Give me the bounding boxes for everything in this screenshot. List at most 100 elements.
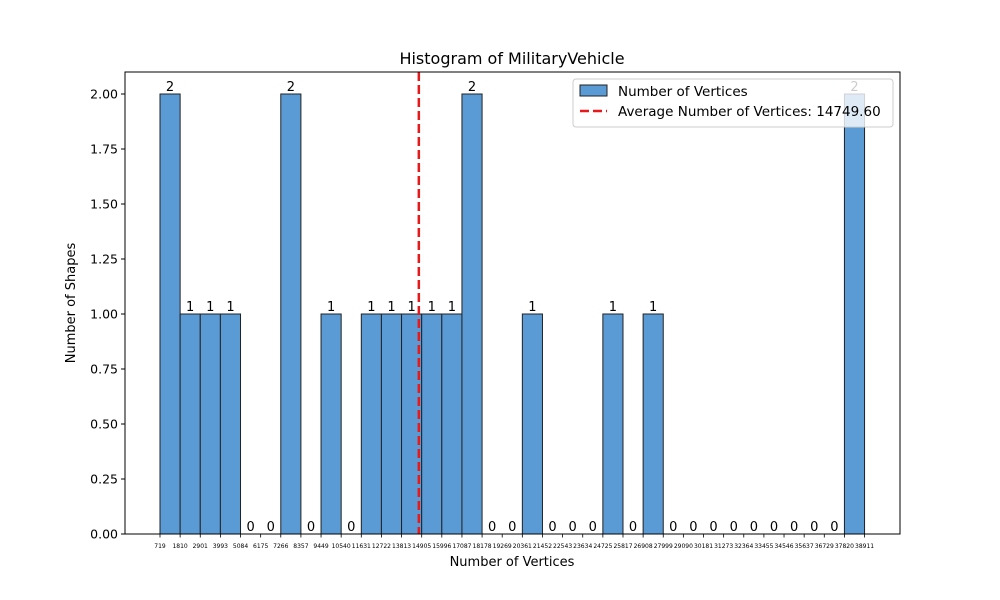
x-tick-label: 24725 — [593, 543, 612, 550]
y-tick-label: 0.00 — [90, 527, 118, 542]
histogram-bar — [421, 313, 443, 535]
bar-count-label: 0 — [246, 520, 254, 535]
histogram-bar — [360, 313, 382, 535]
y-tick-label: 0.25 — [90, 472, 118, 487]
x-tick-label: 7266 — [273, 543, 288, 550]
x-tick-label: 29090 — [674, 543, 693, 550]
histogram-bar — [602, 313, 624, 535]
y-tick-label: 1.00 — [90, 307, 118, 322]
x-axis: 719 1810 2901 3993 5084 6175 7266 8357 9449 10540… — [154, 534, 874, 550]
bar-count-label: 1 — [387, 300, 395, 315]
x-tick-label: 35637 — [795, 543, 814, 550]
y-axis-label: Number of Shapes — [64, 243, 79, 364]
bar-count-label: 0 — [629, 520, 637, 535]
bar-count-label: 0 — [770, 520, 778, 535]
bar-count-label: 1 — [407, 300, 415, 315]
x-tick-label: 36729 — [815, 543, 834, 550]
histogram-bar — [159, 93, 181, 535]
y-tick-label: 1.50 — [90, 197, 118, 212]
x-tick-label: 15996 — [432, 543, 451, 550]
histogram-bar — [320, 313, 342, 535]
x-tick-label: 30181 — [694, 543, 713, 550]
bar-count-label: 2 — [287, 80, 295, 95]
x-tick-label: 18178 — [473, 543, 492, 550]
x-tick-label: 38911 — [855, 543, 874, 550]
legend-bars-label: Number of Vertices — [618, 84, 748, 100]
chart-title: Histogram of MilitaryVehicle — [399, 49, 624, 68]
x-tick-label: 13813 — [392, 543, 411, 550]
x-tick-label: 3993 — [213, 543, 228, 550]
histogram-bar — [843, 93, 866, 535]
plot-frame — [124, 71, 901, 535]
histogram-bar — [380, 313, 403, 535]
bars-group — [159, 93, 866, 535]
bar-count-label: 0 — [307, 520, 315, 535]
x-tick-label: 26908 — [634, 543, 653, 550]
histogram-bar — [219, 313, 242, 535]
y-tick-label: 1.75 — [90, 142, 118, 157]
histogram-bar — [461, 93, 483, 535]
histogram-bar — [521, 313, 543, 535]
x-tick-label: 9449 — [313, 543, 328, 550]
x-tick-label: 14905 — [412, 543, 431, 550]
x-tick-label: 11631 — [352, 543, 371, 550]
bar-count-label: 1 — [327, 300, 335, 315]
x-tick-label: 5084 — [233, 543, 248, 550]
x-axis-label: Number of Vertices — [450, 555, 575, 570]
bar-count-label: 0 — [810, 520, 818, 535]
y-tick-label: 0.50 — [90, 417, 118, 432]
x-tick-label: 31273 — [714, 543, 733, 550]
bar-count-label: 1 — [206, 300, 214, 315]
bar-count-label: 1 — [528, 300, 536, 315]
legend-average-label: Average Number of Vertices: 14749.60 — [618, 104, 881, 120]
bar-count-label: 1 — [428, 300, 436, 315]
bar-count-label: 0 — [830, 520, 838, 535]
y-tick-label: 2.00 — [90, 87, 118, 102]
x-tick-label: 2901 — [193, 543, 208, 550]
bar-count-label: 0 — [347, 520, 355, 535]
x-tick-label: 32364 — [734, 543, 753, 550]
x-tick-label: 719 — [154, 543, 166, 550]
x-tick-label: 12722 — [372, 543, 391, 550]
bar-count-label: 0 — [689, 520, 697, 535]
x-tick-label: 23634 — [573, 543, 592, 550]
legend-bar-swatch — [579, 84, 608, 97]
x-tick-label: 10540 — [332, 543, 351, 550]
bar-count-label: 0 — [730, 520, 738, 535]
bar-count-label: 0 — [750, 520, 758, 535]
bar-count-label: 1 — [609, 300, 617, 315]
histogram-bar — [642, 313, 664, 535]
legend-box — [572, 78, 894, 128]
x-tick-label: 8357 — [293, 543, 308, 550]
bar-count-label: 1 — [367, 300, 375, 315]
x-tick-label: 27999 — [654, 543, 673, 550]
bar-count-label: 0 — [790, 520, 798, 535]
x-tick-label: 19269 — [493, 543, 512, 550]
y-tick-label: 0.75 — [90, 362, 118, 377]
legend: Number of Vertices Average Number of Ver… — [572, 78, 894, 128]
bar-count-label: 2 — [468, 80, 476, 95]
x-tick-label: 37820 — [835, 543, 854, 550]
x-tick-label: 33455 — [754, 543, 773, 550]
histogram-bar — [199, 313, 221, 535]
bar-count-label: 1 — [649, 300, 657, 315]
bar-count-label: 1 — [226, 300, 234, 315]
y-tick-label: 1.25 — [90, 252, 118, 267]
bar-count-label: 0 — [488, 520, 496, 535]
x-tick-label: 25817 — [613, 543, 632, 550]
bar-count-label: 0 — [569, 520, 577, 535]
y-axis: 0.00 0.25 0.50 0.75 1.00 1.25 1.50 1.75 2.00 — [90, 87, 125, 542]
bar-count-label: 0 — [267, 520, 275, 535]
bar-count-label: 0 — [508, 520, 516, 535]
bar-count-label: 1 — [448, 300, 456, 315]
x-tick-label: 34546 — [774, 543, 793, 550]
bar-count-label: 0 — [548, 520, 556, 535]
x-tick-label: 22543 — [553, 543, 572, 550]
x-tick-label: 6175 — [253, 543, 268, 550]
x-tick-label: 20361 — [513, 543, 532, 550]
bar-count-label: 0 — [709, 520, 717, 535]
bar-count-label: 1 — [186, 300, 194, 315]
bar-labels-group: 21110020101111120010001010000000002 — [166, 80, 859, 535]
bar-count-label: 2 — [166, 80, 174, 95]
